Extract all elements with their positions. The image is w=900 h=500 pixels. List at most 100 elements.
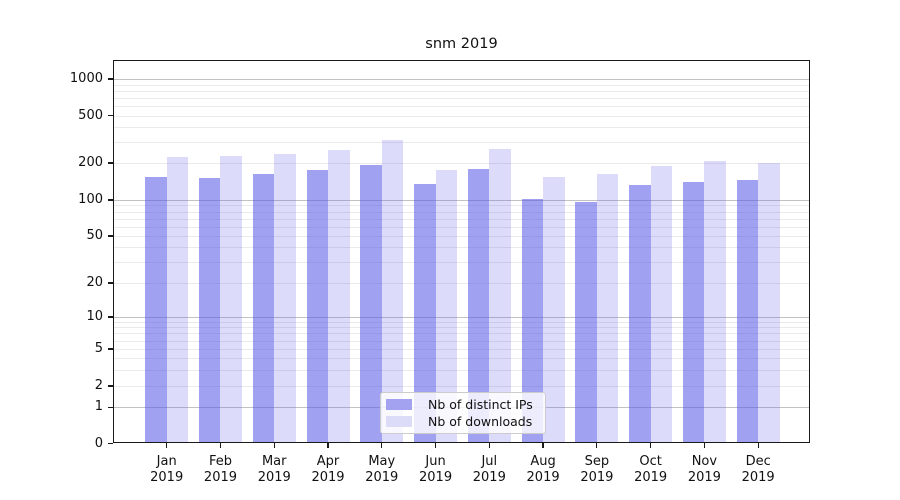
gridline-minor: [113, 333, 810, 335]
x-tick-label: Nov 2019: [687, 454, 721, 485]
x-tick-label: Oct 2019: [634, 454, 668, 485]
gridline-minor: [113, 97, 810, 99]
y-tick-label: 5: [94, 341, 103, 356]
gridline-minor: [113, 369, 810, 371]
gridline-minor: [113, 236, 810, 237]
y-tick-label: 200: [78, 155, 103, 170]
gridline-minor: [113, 90, 810, 92]
bar-downloads-may: [381, 140, 404, 444]
gridline-minor: [113, 358, 810, 359]
bar-downloads-feb: [220, 156, 242, 444]
gridline-minor: [113, 84, 810, 86]
gridline-minor: [113, 226, 810, 228]
legend-label-distinct-ips: Nb of distinct IPs: [428, 397, 533, 413]
gridline-minor: [113, 327, 810, 329]
bar-distinct-ips-feb: [198, 177, 221, 444]
gridline-minor: [113, 340, 810, 342]
gridline-minor: [113, 218, 810, 220]
y-tick-label: 2: [94, 378, 103, 393]
gridline-minor: [113, 247, 810, 249]
y-tick-mark: [107, 199, 113, 201]
legend: Nb of distinct IPs Nb of downloads: [380, 392, 546, 434]
y-tick-label: 1000: [69, 71, 103, 86]
x-tick-mark: [703, 443, 705, 448]
x-tick-mark: [273, 443, 275, 448]
y-tick-label: 0: [94, 435, 103, 451]
y-tick-label: 100: [78, 192, 103, 207]
x-tick-label: May 2019: [365, 454, 399, 485]
gridline-minor: [113, 115, 810, 117]
y-tick-mark: [107, 442, 113, 445]
y-tick-label: 50: [86, 228, 103, 243]
gridline-minor: [113, 141, 810, 143]
y-tick-mark: [107, 282, 113, 284]
x-tick-label: Mar 2019: [257, 454, 291, 485]
bar-downloads-dec: [758, 163, 780, 444]
legend-swatch-distinct-ips: [386, 399, 412, 410]
bars-layer: [113, 60, 810, 444]
bar-downloads-sep: [596, 174, 619, 444]
x-tick-mark: [650, 443, 652, 448]
bar-distinct-ips-nov: [682, 181, 705, 444]
bar-distinct-ips-jul: [467, 168, 490, 444]
bar-downloads-jun: [435, 169, 458, 444]
gridline-minor: [113, 105, 810, 107]
x-tick-label: Apr 2019: [311, 454, 345, 485]
y-tick-mark: [107, 406, 113, 408]
legend-label-downloads: Nb of downloads: [428, 413, 533, 429]
y-tick-mark: [107, 348, 113, 350]
bar-downloads-apr: [328, 150, 350, 444]
bar-distinct-ips-mar: [252, 173, 275, 444]
y-tick-mark: [107, 316, 113, 318]
bar-distinct-ips-may: [360, 164, 382, 444]
x-tick-mark: [542, 443, 544, 448]
y-tick-mark: [107, 235, 113, 237]
bar-distinct-ips-aug: [521, 198, 544, 444]
y-tick-mark: [107, 385, 113, 387]
y-tick-label: 500: [78, 107, 103, 123]
bar-downloads-jan: [166, 157, 189, 444]
bar-distinct-ips-dec: [736, 180, 759, 444]
y-tick-label: 20: [86, 275, 103, 290]
gridline-minor: [113, 283, 810, 284]
chart-title: snm 2019: [425, 36, 498, 52]
bar-distinct-ips-jun: [414, 184, 436, 444]
y-tick-label: 1: [94, 399, 103, 415]
x-tick-label: Jun 2019: [419, 454, 453, 485]
x-tick-mark: [434, 443, 437, 448]
bar-downloads-oct: [650, 166, 673, 444]
gridline-minor: [113, 211, 810, 213]
gridline-minor: [113, 386, 810, 387]
gridline-major: [113, 317, 810, 318]
gridline-major: [113, 200, 810, 201]
gridline-minor: [113, 127, 810, 129]
x-tick-label: Aug 2019: [526, 454, 560, 485]
bar-distinct-ips-sep: [575, 202, 597, 444]
bar-distinct-ips-apr: [306, 170, 328, 444]
bar-downloads-jul: [489, 149, 511, 444]
legend-swatch-downloads: [386, 416, 412, 427]
y-tick-mark: [107, 78, 113, 80]
grid-layer: [113, 60, 810, 443]
bar-distinct-ips-jan: [145, 176, 167, 444]
y-tick-mark: [107, 162, 113, 164]
x-tick-label: Feb 2019: [203, 454, 238, 485]
x-tick-mark: [596, 443, 598, 448]
x-tick-label: Dec 2019: [741, 454, 775, 485]
gridline-major: [113, 79, 810, 80]
x-tick-label: Jul 2019: [472, 454, 506, 485]
gridline-minor: [113, 321, 810, 323]
x-tick-label: Jan 2019: [150, 454, 184, 485]
x-tick-mark: [488, 443, 490, 448]
x-tick-mark: [381, 443, 383, 448]
x-tick-label: Sep 2019: [580, 454, 614, 485]
bar-downloads-mar: [274, 154, 296, 444]
legend-row-distinct-ips: Nb of distinct IPs: [386, 397, 537, 413]
bar-downloads-nov: [704, 161, 726, 444]
gridline-minor: [113, 205, 810, 207]
x-tick-mark: [757, 443, 759, 448]
gridline-minor: [113, 349, 810, 350]
legend-row-downloads: Nb of downloads: [386, 413, 537, 429]
bar-downloads-aug: [543, 177, 565, 444]
